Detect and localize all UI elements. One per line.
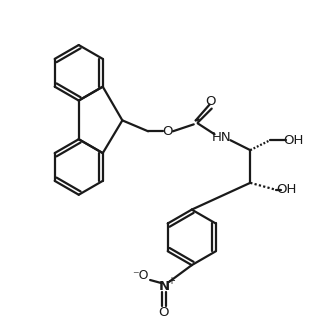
Text: O: O <box>205 95 216 108</box>
Text: OH: OH <box>284 134 304 147</box>
Text: +: + <box>167 276 175 286</box>
Text: N: N <box>158 280 170 293</box>
Text: O: O <box>163 125 173 138</box>
Text: ⁻O: ⁻O <box>132 268 149 282</box>
Text: O: O <box>159 306 169 319</box>
Text: OH: OH <box>277 183 297 196</box>
Text: HN: HN <box>212 131 231 144</box>
